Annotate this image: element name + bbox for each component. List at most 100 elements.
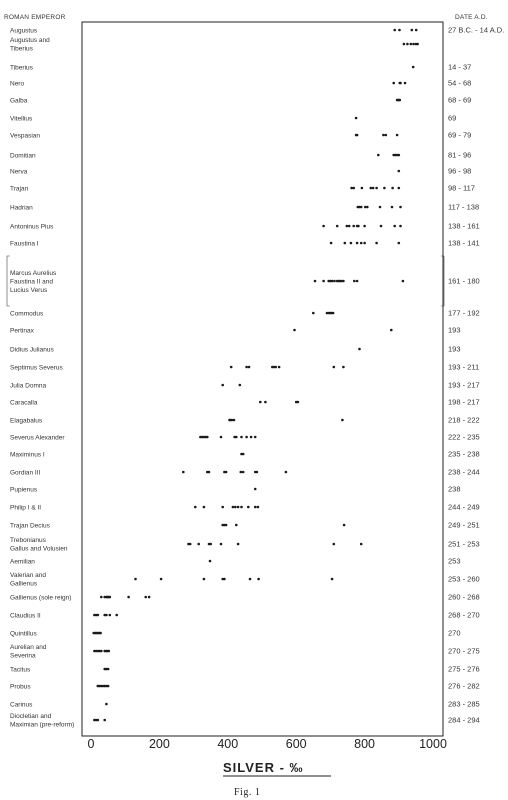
data-point (236, 542, 240, 546)
data-point (247, 365, 251, 369)
date-label: 177 - 192 (448, 309, 480, 318)
data-point (395, 133, 399, 137)
data-point (98, 684, 101, 688)
date-label: 138 - 141 (448, 239, 480, 248)
data-point (342, 523, 346, 527)
bracket-right (441, 255, 445, 307)
emperor-label: Philip I & II (10, 504, 41, 511)
data-point (393, 224, 397, 228)
data-point (99, 631, 102, 635)
data-point (355, 241, 359, 245)
data-point (253, 505, 257, 509)
data-point (105, 613, 108, 617)
data-point (399, 81, 402, 85)
emperor-label: Hadrian (10, 204, 33, 211)
data-point (390, 328, 393, 332)
date-label: 253 - 260 (448, 575, 480, 584)
emperor-label: Maximian (pre-reform) (10, 722, 74, 729)
data-point (349, 241, 353, 245)
data-point (335, 224, 339, 228)
emperor-label: Quintillus (10, 630, 37, 637)
data-point (375, 186, 378, 190)
date-label: 69 (448, 114, 456, 123)
data-point (375, 241, 378, 245)
data-point (329, 241, 333, 245)
emperor-label: Claudius II (10, 612, 41, 619)
date-label: 96 - 98 (448, 167, 471, 176)
emperor-label: Augustus and (10, 37, 50, 44)
data-point (241, 470, 245, 474)
date-label: 68 - 69 (448, 96, 471, 105)
data-point (384, 133, 388, 137)
data-point (352, 186, 356, 190)
emperor-label: Pertinax (10, 327, 35, 334)
data-point (239, 470, 243, 474)
header-date: DATE A.D. (455, 14, 488, 21)
data-point (248, 577, 252, 581)
date-label: 193 (448, 326, 461, 335)
data-point (359, 241, 363, 245)
data-point (234, 505, 237, 509)
data-point (144, 595, 147, 599)
emperor-label: Didius Julianus (10, 346, 54, 353)
emperor-label: Augustus (10, 27, 38, 34)
data-point (341, 418, 344, 422)
data-point (105, 702, 108, 706)
emperor-label: Valerian and (10, 572, 46, 579)
data-point (134, 577, 137, 581)
data-point (235, 523, 238, 527)
bracket-left (6, 255, 10, 307)
data-point (274, 365, 278, 369)
data-point (354, 116, 358, 120)
data-points (92, 28, 419, 722)
date-label: 161 - 180 (448, 277, 480, 286)
emperor-label: Gordian III (10, 469, 41, 476)
data-point (332, 365, 336, 369)
data-point (343, 241, 347, 245)
emperor-label: Galba (10, 97, 28, 104)
data-point (357, 224, 360, 228)
emperor-label: Carinus (10, 701, 33, 708)
date-label: 238 - 244 (448, 468, 480, 477)
data-point (219, 542, 223, 546)
emperor-label: Aurelian and (10, 644, 47, 651)
data-point (240, 505, 243, 509)
data-point (284, 470, 288, 474)
data-point (241, 452, 245, 456)
emperor-label: Maximinus I (10, 451, 45, 458)
data-point (247, 505, 250, 509)
data-point (397, 169, 401, 173)
data-point (296, 400, 300, 404)
data-point (409, 42, 413, 46)
data-point (312, 311, 315, 315)
data-point (397, 153, 401, 157)
emperor-label: Tacitus (10, 666, 31, 673)
emperor-label: Severina (10, 653, 36, 660)
emperor-label: Gallienus (10, 581, 38, 588)
emperor-label: Trebonianus (10, 537, 47, 544)
data-point (277, 365, 281, 369)
data-point (358, 347, 361, 351)
data-point (235, 435, 238, 439)
emperor-label: Nerva (10, 168, 28, 175)
emperor-label: Faustina II and (10, 278, 53, 285)
x-tick-label: 1000 (419, 737, 447, 751)
data-point (107, 649, 111, 653)
data-point (382, 133, 385, 137)
data-point (194, 505, 197, 509)
emperor-label: Diocletian and (10, 713, 52, 720)
date-label: 235 - 238 (448, 450, 480, 459)
data-point (399, 224, 402, 228)
data-point (393, 28, 397, 32)
data-point (391, 186, 394, 190)
data-point (159, 577, 163, 581)
date-label: 81 - 96 (448, 151, 471, 160)
data-point (253, 435, 257, 439)
emperor-label: Probus (10, 683, 31, 690)
data-point (342, 365, 345, 369)
date-label: 270 - 275 (448, 647, 480, 656)
data-point (264, 400, 267, 404)
plot-frame (81, 21, 444, 737)
data-point (406, 42, 409, 46)
x-tick-label: 600 (286, 737, 307, 751)
